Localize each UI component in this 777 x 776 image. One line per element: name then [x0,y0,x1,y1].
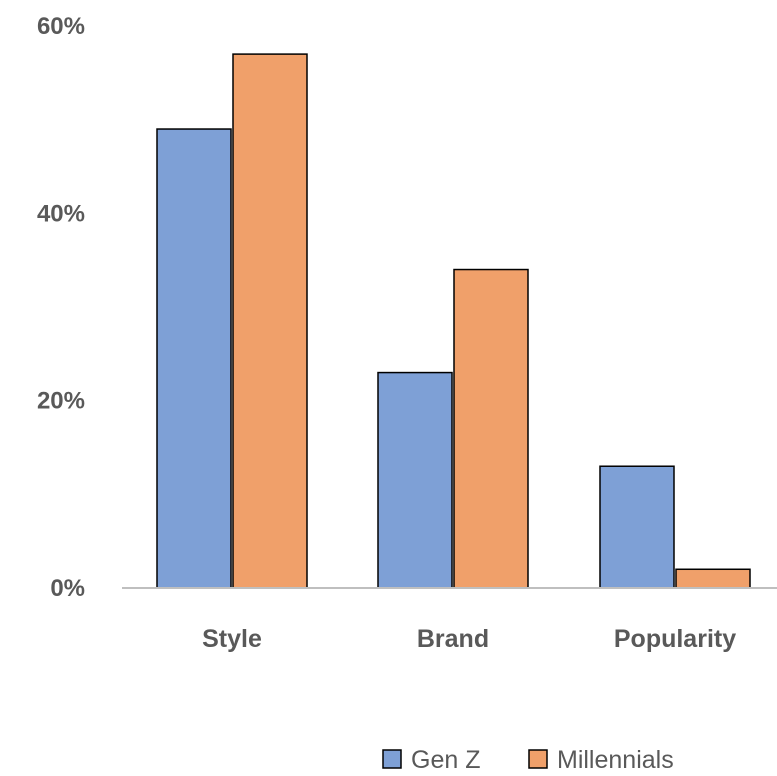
y-tick-label: 20% [37,388,85,415]
bar-millennials-brand [453,268,529,589]
y-tick-label: 0% [50,575,85,602]
legend-swatch [382,749,402,769]
x-category-label: Style [202,625,262,653]
x-category-label: Brand [417,625,489,653]
bar-gen-z-style [156,128,232,589]
legend-item: Gen Z [382,746,480,774]
y-axis-tick-labels: 0% 20% 40% 60% [37,13,85,602]
bars [156,53,751,589]
x-axis-category-labels: Style Brand Popularity [202,625,736,653]
y-tick-label: 40% [37,200,85,227]
legend: Gen Z Millennials [382,746,674,774]
bar-gen-z-brand [377,371,453,589]
legend-swatch [528,749,548,769]
bar-millennials-style [232,53,308,589]
legend-label: Millennials [557,746,674,774]
legend-label: Gen Z [411,746,480,774]
bar-millennials-popularity [675,568,751,589]
legend-item: Millennials [528,746,674,774]
y-tick-label: 60% [37,13,85,40]
bar-gen-z-popularity [599,465,675,589]
x-category-label: Popularity [614,625,736,653]
